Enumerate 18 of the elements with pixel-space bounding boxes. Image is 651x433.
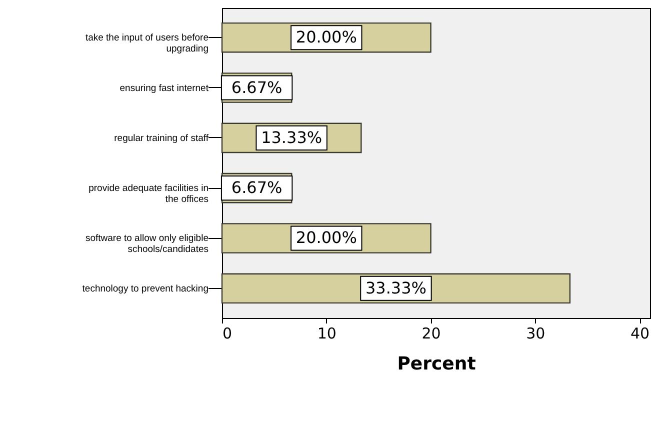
- x-tick-label: 10: [317, 324, 336, 342]
- data-label: 33.33%: [365, 278, 426, 298]
- y-tick-label: take the input of users before upgrading: [85, 32, 208, 55]
- data-label: 20.00%: [296, 228, 357, 248]
- x-tick-label: 0: [222, 324, 232, 342]
- x-axis-title: Percent: [397, 354, 476, 374]
- x-tick-label: 20: [422, 324, 441, 342]
- data-label: 6.67%: [231, 178, 282, 198]
- x-tick-label: 40: [630, 324, 650, 342]
- y-tick-label: regular training of staff: [114, 132, 209, 144]
- y-tick-label: technology to prevent hacking: [82, 283, 208, 294]
- data-label: 20.00%: [296, 28, 357, 47]
- y-tick-label: provide adequate facilities in the offices: [88, 183, 209, 206]
- x-tick-label: 30: [526, 324, 546, 342]
- data-label: 6.67%: [231, 78, 282, 97]
- y-tick-label: software to allow only eligible schools/candidates: [85, 233, 209, 256]
- y-tick-label: ensuring fast internet: [120, 82, 209, 94]
- data-label: 13.33%: [261, 128, 322, 147]
